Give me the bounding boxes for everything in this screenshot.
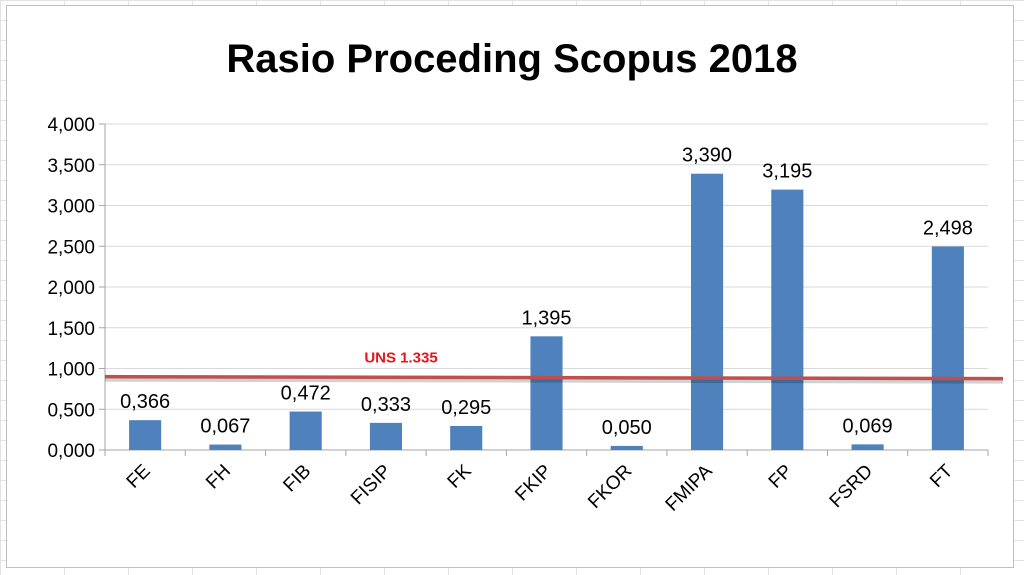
- reference-line-group: UNS 1.335: [104, 350, 1004, 384]
- bar-fp: [771, 189, 804, 451]
- data-label: 1,395: [521, 307, 571, 329]
- data-label: 3,195: [762, 161, 812, 183]
- y-tick-label: 3,500: [47, 156, 95, 177]
- x-tick-label: FE: [123, 461, 155, 493]
- x-tick-label: FKOR: [584, 461, 636, 513]
- data-label: 0,366: [120, 391, 170, 413]
- y-tick-label: 0,000: [47, 441, 95, 462]
- data-labels: 0,366 0,067 0,472 0,333 0,295 1,395 0,050 3,390…: [120, 145, 973, 439]
- y-tick-label: 2,500: [47, 237, 95, 258]
- x-tick-label: FKIP: [511, 461, 556, 506]
- reference-line-label: UNS 1.335: [364, 350, 437, 367]
- x-tick-label: FIB: [279, 461, 315, 497]
- y-tick-label: 4,000: [47, 115, 95, 136]
- bar-fib: [289, 411, 322, 450]
- bars: [129, 173, 964, 451]
- x-tick-label: FH: [202, 461, 235, 494]
- x-tick-label: FMIPA: [662, 460, 717, 515]
- axes: 0,000 0,500 1,000 1,500 2,000 2,500 3,000 3,500…: [47, 115, 989, 516]
- y-tick-label: 1,000: [47, 360, 95, 381]
- bar-fkor: [610, 445, 643, 450]
- data-label: 3,390: [682, 145, 732, 167]
- bar-fisip: [369, 422, 403, 450]
- reference-line: [104, 374, 1004, 381]
- y-tick-label: 2,000: [47, 278, 95, 299]
- reference-line-shadow: [104, 377, 1004, 384]
- data-label: 0,295: [441, 397, 491, 419]
- bar-fkip: [530, 336, 563, 450]
- bar-fe: [129, 420, 162, 450]
- y-tick-label: 0,500: [47, 400, 95, 421]
- data-label: 0,067: [200, 416, 250, 438]
- data-label: 0,333: [361, 394, 411, 416]
- x-tick-label: FT: [926, 460, 958, 492]
- chart-title: Rasio Proceding Scopus 2018: [226, 37, 797, 81]
- data-label: 0,472: [281, 383, 331, 405]
- x-tick-label: FSRD: [826, 461, 877, 512]
- y-tick-label: 1,500: [47, 319, 95, 340]
- bar-ft: [931, 246, 964, 450]
- y-tick-label: 3,000: [47, 197, 95, 218]
- bar-fh: [209, 444, 242, 450]
- data-label: 0,050: [602, 417, 652, 439]
- data-label: 0,069: [843, 415, 893, 437]
- data-label: 2,498: [923, 217, 973, 239]
- x-tick-label: FK: [444, 460, 476, 492]
- bar-fsrd: [851, 444, 884, 450]
- bar-fmipa: [690, 173, 724, 450]
- bar-fk: [450, 425, 483, 450]
- x-tick-label: FP: [765, 461, 797, 493]
- x-tick-label: FISIP: [347, 461, 395, 509]
